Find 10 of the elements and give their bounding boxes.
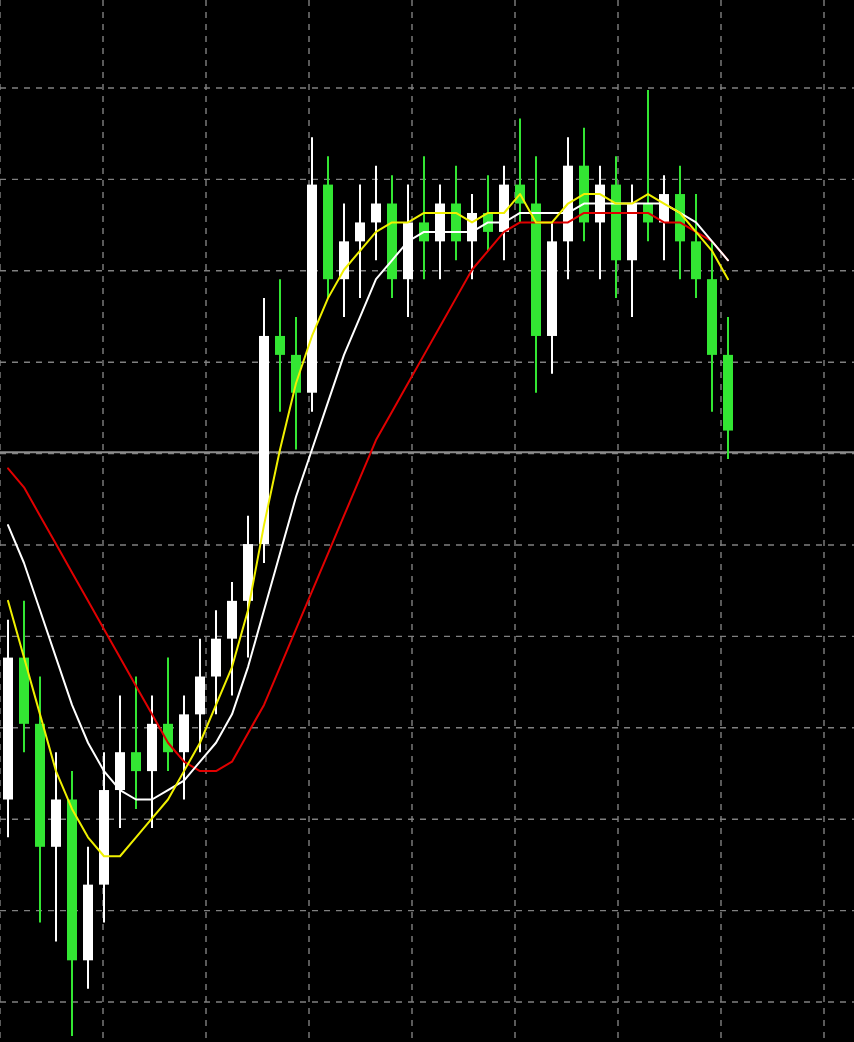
candlestick	[691, 193, 701, 300]
candlestick	[211, 609, 221, 716]
candlestick	[131, 675, 141, 810]
candlestick	[275, 278, 285, 413]
candlestick	[195, 637, 205, 754]
candlestick	[227, 580, 237, 697]
candlestick	[51, 751, 61, 943]
candlestick	[339, 202, 349, 319]
candlestick	[355, 183, 365, 300]
candlestick	[371, 164, 381, 262]
